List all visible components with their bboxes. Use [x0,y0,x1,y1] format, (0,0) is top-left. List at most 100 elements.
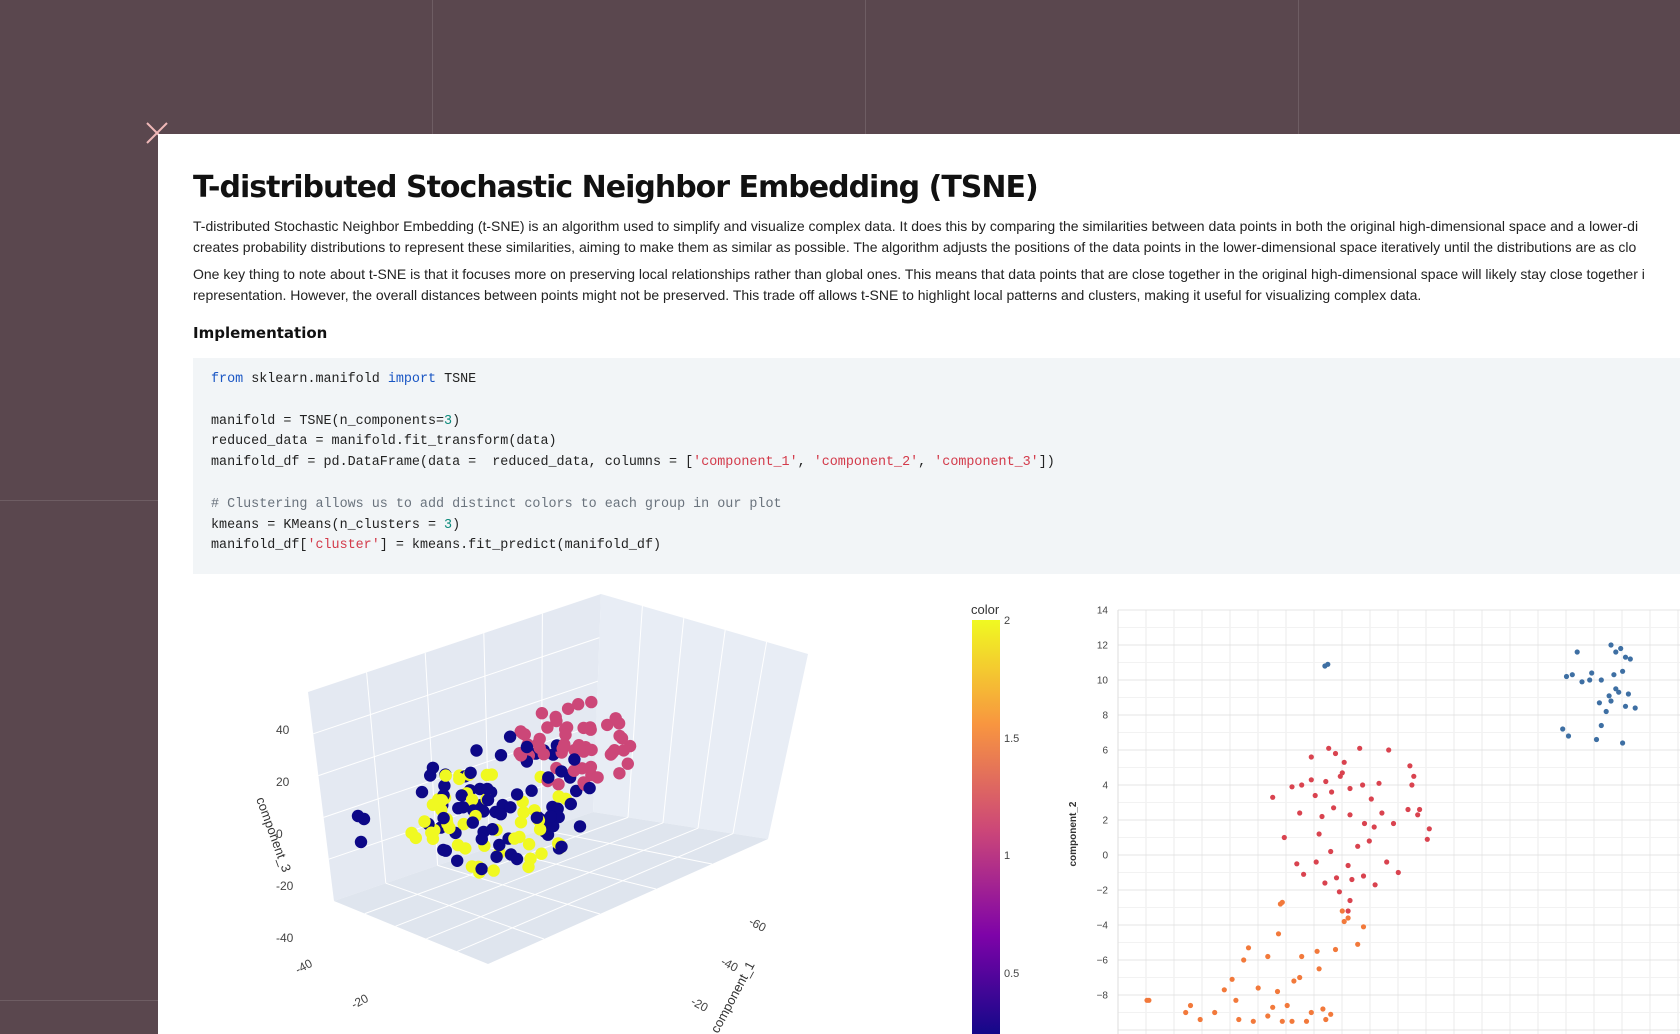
scatter2d-point [1345,908,1351,914]
scatter3d-point [487,864,500,877]
document-panel: T-distributed Stochastic Neighbor Embedd… [158,134,1680,1034]
scatter3d-point [456,801,470,814]
scatter3d-point [621,757,634,770]
scatter3d-point [415,785,429,799]
y-tick-label: −6 [1097,956,1109,967]
scatter3d-point [510,788,524,801]
scatter3d-point [542,771,555,784]
page-title: T-distributed Stochastic Neighbor Embedd… [193,170,1039,205]
code-line-9: manifold_df['cluster'] = kmeans.fit_pred… [211,536,1680,557]
scatter2d-point [1598,722,1604,729]
scatter3d-point [503,730,517,743]
scatter2d-point [1308,777,1314,783]
y-tick-label: -20 [349,991,371,1012]
scatter2d-point [1426,826,1432,832]
plot2d-grid [1117,609,1680,1034]
intro-line-2: creates probability distributions to rep… [193,239,1637,255]
tsne-3d-scatter-plot[interactable]: 40 20 0 -20 -40 component_3 -40 -20 -60 … [158,594,1058,1034]
scatter2d-point [1323,778,1329,785]
scatter2d-point [1618,645,1624,652]
scatter3d-point [535,707,549,720]
grid-line [385,882,545,940]
code-text: ) [452,517,461,533]
y-tick-label: 4 [1102,781,1108,792]
scatter2d-point [1289,784,1295,790]
scatter2d-point [1320,1006,1326,1012]
code-number: 3 [444,413,453,429]
scatter3d-point [451,854,464,867]
x-tick-label: -60 [747,914,769,935]
code-text: , [797,455,814,471]
scatter2d-point [1250,1018,1256,1024]
code-text: ]) [1038,455,1055,471]
grid-line [662,617,685,823]
scatter2d-point [1308,754,1314,760]
note-line-2: representation. However, the overall dis… [193,287,1422,303]
scatter3d-point [486,823,499,836]
scatter3d-point [513,830,526,844]
code-text: TSNE [436,372,477,387]
scatter2d-point [1146,997,1152,1003]
scatter3d-point [437,843,450,857]
plot2d-points [1144,642,1638,1024]
scatter3d-point [561,702,575,715]
scatter2d-point [1347,812,1353,818]
colorbar-tick: 2 [1004,615,1010,627]
scatter3d-point [437,811,450,825]
code-block[interactable]: from sklearn.manifold import TSNE manifo… [193,358,1680,574]
scatter2d-point [1395,869,1401,876]
grid-line [395,822,664,927]
scatter2d-point [1372,882,1378,888]
scatter3d-point [591,771,604,784]
scatter3d-point [552,778,565,791]
code-number: 3 [444,517,453,533]
scatter3d-point [601,718,614,732]
scatter3d-point [609,712,622,725]
scatter2d-point [1608,642,1614,648]
scatter3d-point [455,789,468,802]
scatter3d-point [567,764,581,777]
y-tick-label: −2 [1097,886,1109,897]
scatter2d-point [1622,703,1629,709]
scatter2d-point [1411,773,1417,779]
tsne-2d-scatter-plot[interactable]: 14 12 10 8 6 4 2 0 −2 −4 −6 −8 component_2 [1038,594,1680,1034]
scatter3d-point [524,852,537,865]
scatter2d-point [1361,820,1368,827]
scatter3d-point [481,782,494,796]
code-line-blank [211,474,1680,495]
scatter2d-point [1328,848,1334,855]
scatter2d-point [1598,677,1604,683]
grid-line [541,829,713,865]
y-tick-label: −4 [1097,921,1109,932]
scatter2d-point [1284,1002,1290,1009]
scatter2d-point [1255,985,1261,991]
y-tick-label: 0 [1102,851,1108,862]
scatter3d-point [585,743,598,757]
scatter2d-point [1360,782,1366,788]
scatter2d-point [1328,1011,1334,1017]
bg-grid-line [0,500,158,501]
scatter2d-point [1312,792,1318,799]
scatter3d-point [475,862,488,876]
scatter2d-point [1297,810,1303,816]
code-string: 'component_1' [693,455,798,471]
scatter3d-point [522,838,536,851]
scatter3d-point [617,744,630,757]
code-text: sklearn.manifold [243,372,388,387]
scatter3d-point [481,793,495,807]
scatter2d-point [1632,705,1638,711]
scatter2d-point [1314,948,1320,954]
scatter3d-point [426,798,440,811]
scatter2d-point [1333,875,1340,881]
code-text: manifold_df[ [211,538,308,554]
z-tick-label: -20 [276,879,294,893]
color-scale-bar: color 2 1.5 1 0.5 [971,602,1019,1034]
scatter3d-point [544,810,557,823]
scatter2d-point [1371,824,1377,830]
scatter2d-point [1409,782,1415,788]
grid-line [426,827,699,940]
scatter2d-point [1368,796,1374,802]
scatter2d-point [1301,871,1307,877]
colorbar-title: color [971,602,1000,617]
grid-line [697,629,726,829]
